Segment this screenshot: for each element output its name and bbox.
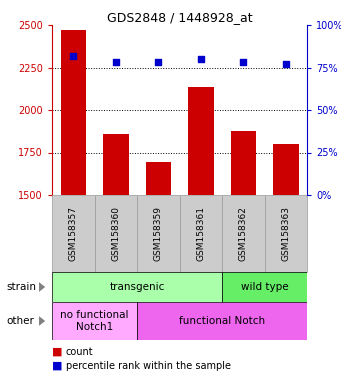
Bar bbox=[231, 131, 256, 195]
Bar bbox=[52, 195, 94, 272]
Bar bbox=[179, 195, 222, 272]
Point bbox=[198, 56, 204, 62]
Bar bbox=[273, 144, 298, 195]
Bar bbox=[103, 134, 129, 195]
Bar bbox=[60, 30, 86, 195]
Text: ■: ■ bbox=[52, 347, 62, 357]
Text: GSM158357: GSM158357 bbox=[69, 206, 78, 261]
Text: ■: ■ bbox=[52, 361, 62, 371]
Bar bbox=[222, 195, 265, 272]
Text: functional Notch: functional Notch bbox=[179, 316, 265, 326]
Bar bbox=[52, 302, 137, 340]
Bar bbox=[146, 162, 171, 195]
Text: wild type: wild type bbox=[241, 282, 288, 292]
Text: transgenic: transgenic bbox=[109, 282, 165, 292]
Point bbox=[155, 59, 161, 65]
Text: percentile rank within the sample: percentile rank within the sample bbox=[65, 361, 231, 371]
Bar bbox=[265, 195, 307, 272]
Text: GSM158359: GSM158359 bbox=[154, 206, 163, 261]
Bar bbox=[52, 272, 222, 302]
Text: GSM158362: GSM158362 bbox=[239, 206, 248, 261]
Bar bbox=[222, 272, 307, 302]
Text: GSM158363: GSM158363 bbox=[281, 206, 290, 261]
Point bbox=[240, 59, 246, 65]
Point bbox=[113, 59, 118, 65]
Bar bbox=[94, 195, 137, 272]
Text: GSM158361: GSM158361 bbox=[196, 206, 205, 261]
Title: GDS2848 / 1448928_at: GDS2848 / 1448928_at bbox=[107, 11, 252, 24]
Point bbox=[283, 61, 288, 67]
Text: GSM158360: GSM158360 bbox=[111, 206, 120, 261]
Text: no functional
Notch1: no functional Notch1 bbox=[60, 310, 129, 332]
Bar bbox=[137, 195, 179, 272]
Text: strain: strain bbox=[7, 282, 37, 292]
Bar bbox=[188, 87, 213, 195]
Text: other: other bbox=[7, 316, 35, 326]
Bar bbox=[137, 302, 307, 340]
Text: count: count bbox=[65, 347, 93, 357]
Point bbox=[71, 53, 76, 59]
